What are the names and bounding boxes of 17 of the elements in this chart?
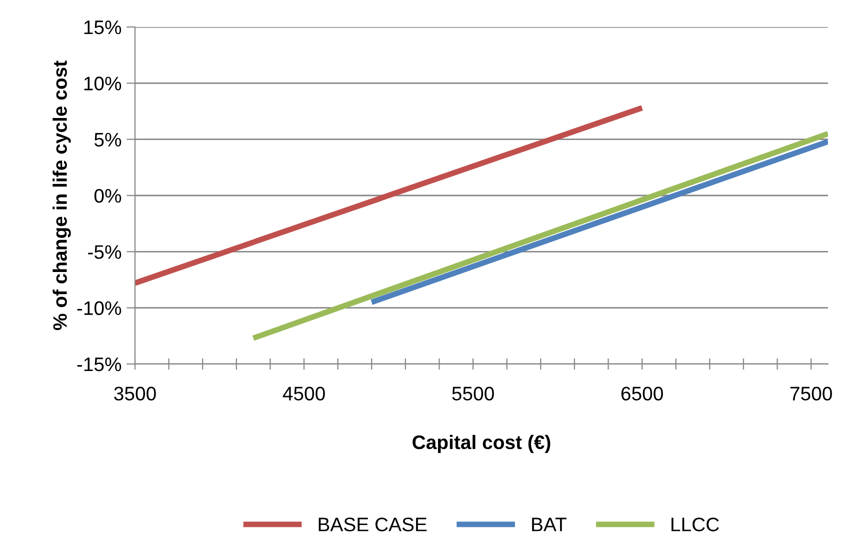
- x-tick-label: 3500: [114, 386, 156, 401]
- y-tick-label: 15%: [84, 20, 122, 34]
- x-tick-label: 6500: [621, 386, 663, 401]
- x-tick-label: 7500: [790, 386, 832, 401]
- y-tick-label: -15%: [77, 358, 122, 372]
- y-tick-label: -10%: [77, 301, 122, 316]
- legend-label: BASE CASE: [318, 518, 427, 532]
- y-tick-label: -5%: [88, 245, 122, 259]
- y-tick-label: 10%: [84, 76, 122, 90]
- legend-label: BAT: [532, 518, 566, 532]
- legend-label: LLCC: [672, 518, 719, 532]
- x-tick-label: 4500: [282, 386, 325, 401]
- x-tick-label: 5500: [452, 386, 494, 401]
- y-tick-label: 5%: [94, 132, 122, 147]
- y-tick-label: 0%: [94, 188, 122, 203]
- x-axis-title: Capital cost (€): [412, 434, 550, 454]
- y-axis-title: % of change in life cycle cost: [52, 60, 71, 330]
